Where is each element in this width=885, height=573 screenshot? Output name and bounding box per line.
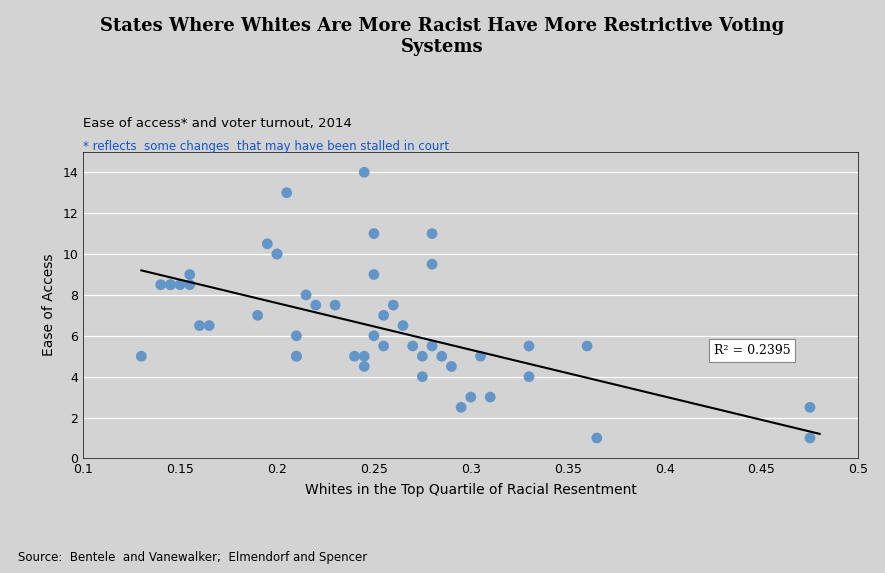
Point <box>289 352 304 361</box>
X-axis label: Whites in the Top Quartile of Racial Resentment: Whites in the Top Quartile of Racial Res… <box>304 483 636 497</box>
Point <box>473 352 488 361</box>
Point <box>425 229 439 238</box>
Point <box>299 291 313 300</box>
Y-axis label: Ease of Access: Ease of Access <box>42 254 56 356</box>
Point <box>415 372 429 381</box>
Point <box>289 331 304 340</box>
Point <box>202 321 216 330</box>
Point <box>803 433 817 442</box>
Point <box>260 239 274 248</box>
Point <box>454 403 468 412</box>
Point <box>182 270 196 279</box>
Point <box>358 362 372 371</box>
Point <box>309 300 323 309</box>
Point <box>522 372 536 381</box>
Point <box>289 352 304 361</box>
Point <box>425 342 439 351</box>
Point <box>386 300 400 309</box>
Point <box>182 280 196 289</box>
Point <box>173 280 188 289</box>
Point <box>376 342 390 351</box>
Text: Source:  Bentele  and Vanewalker;  Elmendorf and Spencer: Source: Bentele and Vanewalker; Elmendor… <box>18 551 367 564</box>
Point <box>270 249 284 258</box>
Point <box>164 280 178 289</box>
Text: R² = 0.2395: R² = 0.2395 <box>713 344 790 356</box>
Text: * reflects  some changes  that may have been stalled in court: * reflects some changes that may have be… <box>83 140 450 154</box>
Point <box>367 270 381 279</box>
Point <box>358 168 372 177</box>
Text: Ease of access* and voter turnout, 2014: Ease of access* and voter turnout, 2014 <box>83 117 352 131</box>
Point <box>483 393 497 402</box>
Point <box>376 311 390 320</box>
Point <box>464 393 478 402</box>
Point <box>589 433 604 442</box>
Point <box>348 352 362 361</box>
Point <box>154 280 168 289</box>
Point <box>135 352 149 361</box>
Point <box>280 188 294 197</box>
Point <box>522 342 536 351</box>
Point <box>367 229 381 238</box>
Text: States Where Whites Are More Racist Have More Restrictive Voting
Systems: States Where Whites Are More Racist Have… <box>100 17 785 56</box>
Point <box>164 280 178 289</box>
Point <box>415 352 429 361</box>
Point <box>250 311 265 320</box>
Point <box>367 331 381 340</box>
Point <box>328 300 342 309</box>
Point <box>435 352 449 361</box>
Point <box>803 403 817 412</box>
Point <box>444 362 458 371</box>
Point <box>405 342 419 351</box>
Point <box>425 260 439 269</box>
Point <box>270 249 284 258</box>
Point <box>192 321 206 330</box>
Point <box>580 342 594 351</box>
Point <box>358 352 372 361</box>
Point <box>396 321 410 330</box>
